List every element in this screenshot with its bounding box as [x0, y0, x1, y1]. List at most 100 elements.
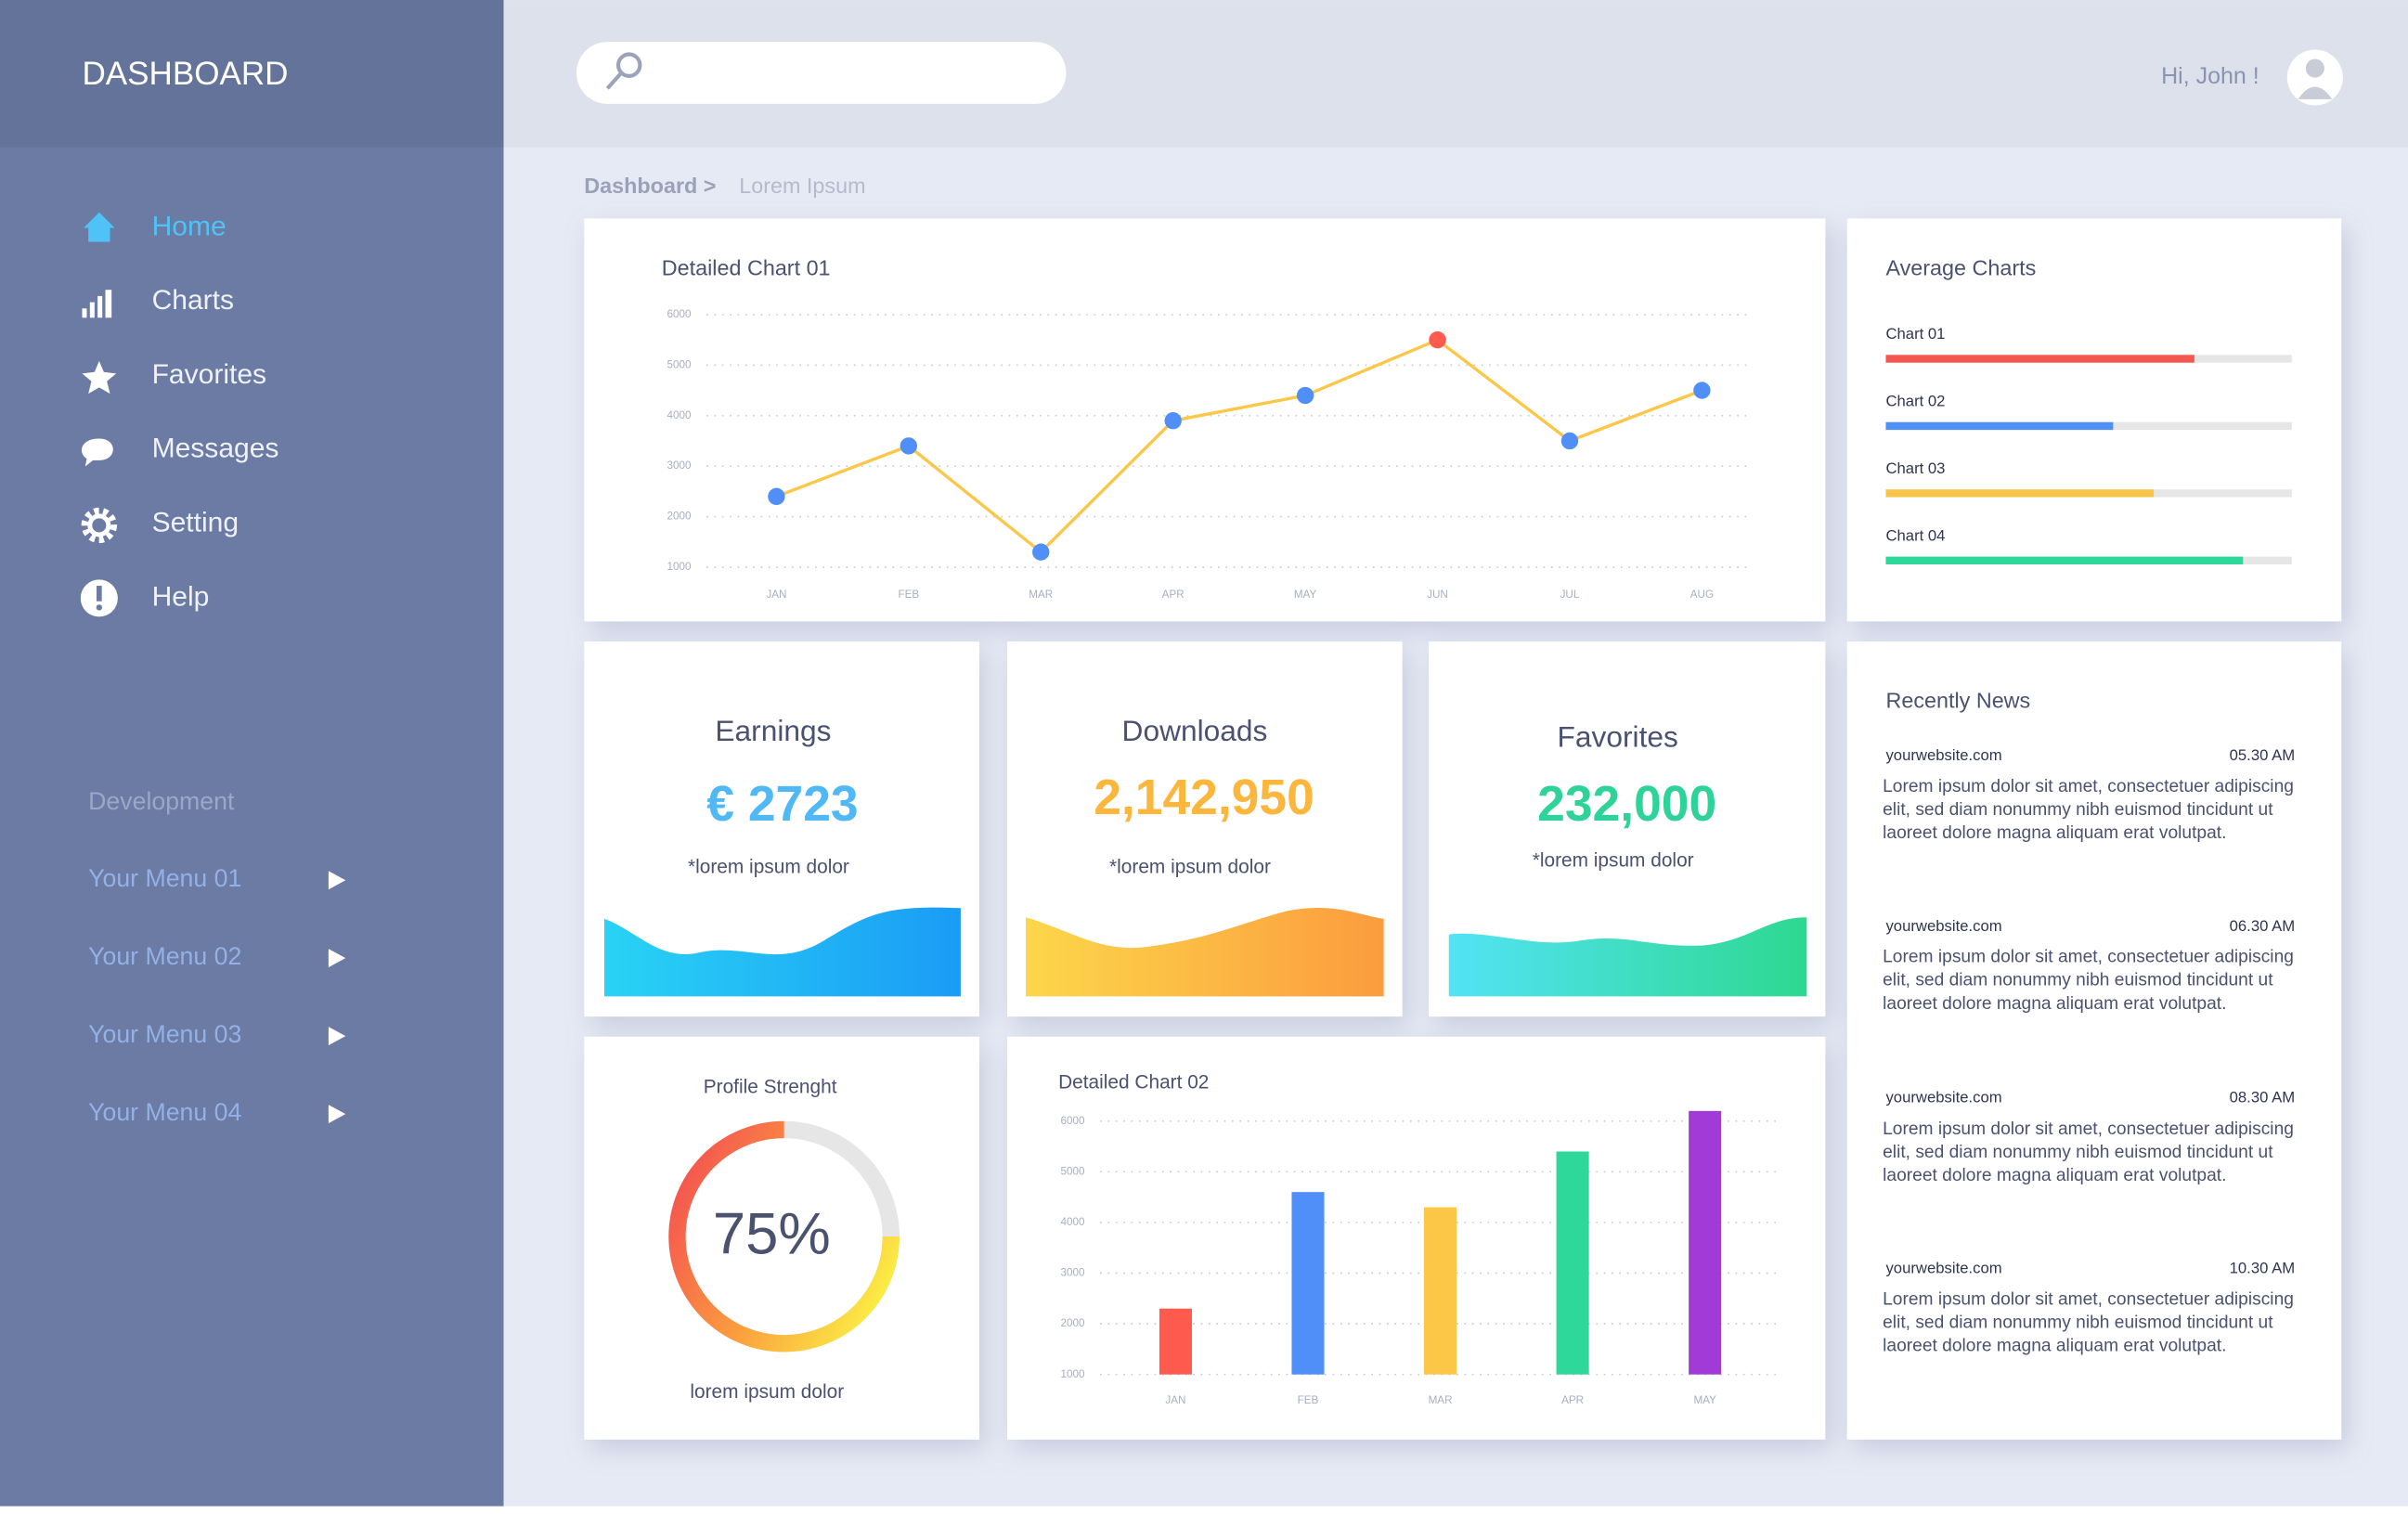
y-tick-label: 6000 — [667, 308, 692, 320]
y-tick-label: 3000 — [667, 459, 692, 472]
earnings-wave — [604, 907, 961, 997]
menu-item[interactable]: Home — [152, 211, 227, 241]
avatar[interactable] — [2286, 49, 2343, 106]
menu-item[interactable]: Charts — [152, 285, 234, 316]
x-tick-label: APR — [1162, 589, 1185, 601]
stats: Earnings € 2723 *lorem ipsum dolor Download… — [688, 714, 1716, 877]
submenu-item[interactable]: Your Menu 01 — [88, 864, 241, 892]
bar — [1159, 1308, 1192, 1375]
submenu-item[interactable]: Your Menu 03 — [88, 1020, 241, 1048]
bar — [1424, 1207, 1457, 1375]
x-tick-label: JUL — [1560, 589, 1580, 601]
average-bar — [1885, 556, 2244, 565]
menu-icons — [80, 212, 118, 617]
average-bar — [1885, 421, 2114, 431]
point — [768, 487, 785, 506]
y-tick-label: 2000 — [1060, 1317, 1084, 1329]
stat-value: 232,000 — [1537, 777, 1716, 832]
average-title: Average Charts — [1885, 256, 2036, 280]
line — [775, 338, 1702, 554]
stat-value: 2,142,950 — [1094, 770, 1314, 825]
menu-item[interactable]: Setting — [152, 508, 239, 538]
x-tick-label: MAY — [1693, 1394, 1716, 1406]
bar-chart-title: Detailed Chart 02 — [1058, 1071, 1209, 1093]
x-tick-label: FEB — [1298, 1394, 1319, 1406]
news-body: Lorem ipsum dolor sit amet, consectetuer… — [1883, 949, 2294, 1014]
search-box[interactable] — [576, 42, 1067, 104]
x-tick-label: MAR — [1429, 1394, 1453, 1406]
submenu-item[interactable]: Your Menu 02 — [88, 942, 241, 970]
news-body: Lorem ipsum dolor sit amet, consectetuer… — [1883, 1119, 2294, 1185]
average-label: Chart 03 — [1885, 459, 1945, 477]
greeting: Hi, John ! — [2161, 63, 2259, 89]
x-tick-label: JUN — [1427, 589, 1448, 601]
breadcrumb-root[interactable]: Dashboard > — [584, 174, 716, 198]
average-bar — [1885, 489, 2155, 498]
sidebar-header — [0, 0, 504, 148]
news-text: Lorem ipsum dolor sit amet, consectetuer… — [1883, 778, 2294, 844]
ring-value — [668, 1120, 900, 1352]
y-tick-label: 5000 — [667, 358, 692, 370]
x-tick-label: JAN — [1165, 1394, 1185, 1406]
submenu-item[interactable]: Your Menu 04 — [88, 1098, 241, 1126]
stat-note: *lorem ipsum dolor — [1533, 850, 1694, 872]
average-label: Chart 04 — [1885, 526, 1945, 544]
news-text: Lorem ipsum dolor sit amet, consectetuer… — [1883, 1290, 2294, 1356]
news-source: yourwebsite.com — [1885, 1088, 2001, 1106]
news-text: Lorem ipsum dolor sit amet, consectetuer… — [1883, 1119, 2294, 1185]
app-title: DASHBOARD — [82, 56, 288, 92]
stat-title: Downloads — [1122, 714, 1268, 747]
stat-value: € 2723 — [706, 777, 858, 832]
news-time: 05.30 AM — [2230, 746, 2296, 764]
news-title: Recently News — [1885, 688, 2030, 712]
profile-value: 75% — [713, 1202, 831, 1267]
news-source: yourwebsite.com — [1885, 1259, 2001, 1276]
menu-item[interactable]: Help — [152, 581, 210, 612]
point — [1296, 386, 1314, 405]
breadcrumb-current: Lorem Ipsum — [739, 174, 865, 198]
news-body: Lorem ipsum dolor sit amet, consectetuer… — [1883, 1290, 2294, 1356]
line-chart-title: Detailed Chart 01 — [662, 256, 831, 280]
average-bar — [1885, 355, 2194, 363]
submenu-arrow — [328, 949, 346, 968]
x-tick-label: MAY — [1294, 589, 1317, 601]
menu-item[interactable]: Favorites — [152, 359, 266, 390]
bar — [1291, 1192, 1325, 1375]
profile-title: Profile Strenght — [704, 1076, 837, 1097]
y-tick-label: 2000 — [667, 511, 692, 523]
favorites-wave — [1448, 917, 1807, 997]
point — [1429, 330, 1446, 349]
point — [1560, 432, 1579, 450]
news-body: Lorem ipsum dolor sit amet, consectetuer… — [1883, 778, 2294, 844]
point — [1032, 543, 1050, 561]
point — [1693, 382, 1711, 399]
stat-title: Favorites — [1557, 720, 1677, 754]
average-label: Chart 02 — [1885, 392, 1945, 409]
news-time: 06.30 AM — [2230, 917, 2296, 935]
news-time: 08.30 AM — [2230, 1088, 2296, 1106]
news-source: yourwebsite.com — [1885, 746, 2001, 764]
y-tick-label: 1000 — [667, 561, 692, 573]
y-tick-label: 4000 — [1060, 1216, 1084, 1228]
submenu-arrow — [328, 1105, 346, 1124]
search-icon — [605, 52, 642, 90]
average-label: Chart 01 — [1885, 325, 1945, 343]
y-tick-label: 4000 — [667, 409, 692, 421]
x-tick-label: APR — [1561, 1394, 1584, 1406]
menu-item[interactable]: Messages — [152, 433, 279, 464]
cards — [584, 218, 2342, 1440]
stat-title: Earnings — [715, 714, 831, 747]
news-time: 10.30 AM — [2230, 1259, 2296, 1276]
bar — [1689, 1110, 1722, 1375]
x-tick-label: JAN — [766, 589, 786, 601]
submenu-arrow — [328, 1027, 346, 1046]
y-tick-label: 1000 — [1060, 1368, 1084, 1380]
point — [900, 437, 918, 455]
y-tick-label: 6000 — [1060, 1115, 1084, 1127]
bar — [1556, 1151, 1589, 1375]
news-source: yourwebsite.com — [1885, 917, 2001, 935]
menu: Home Charts Favorites Messages Setting Help — [152, 211, 279, 612]
x-tick-label: MAR — [1029, 589, 1053, 601]
sidebar — [0, 0, 504, 1507]
